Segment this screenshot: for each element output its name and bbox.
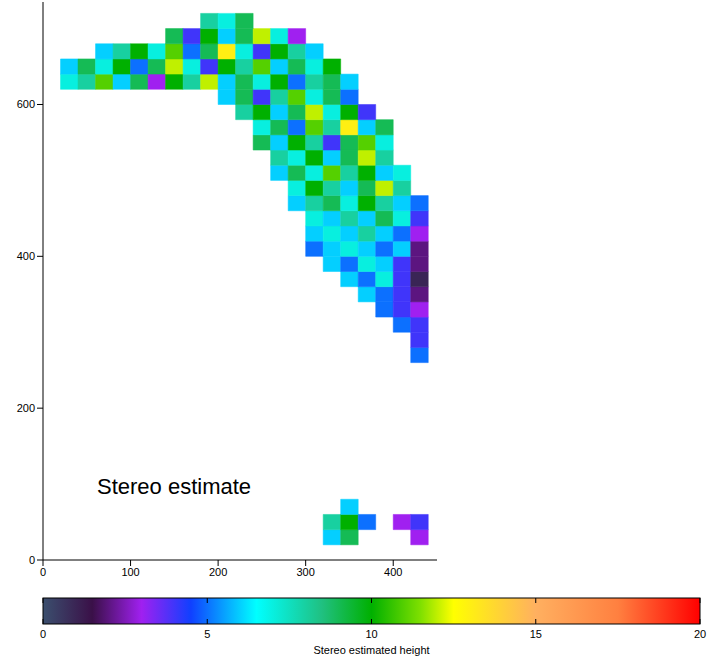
svg-text:0: 0: [40, 628, 46, 640]
svg-text:400: 400: [17, 250, 35, 262]
svg-text:Stereo estimated height: Stereo estimated height: [313, 644, 429, 656]
svg-text:400: 400: [384, 566, 402, 578]
html-text:Stereo estimate: Stereo estimate: [97, 474, 252, 499]
svg-text:200: 200: [209, 566, 227, 578]
svg-text:10: 10: [365, 628, 377, 640]
svg-text:300: 300: [296, 566, 314, 578]
svg-text:100: 100: [121, 566, 139, 578]
svg-text:15: 15: [530, 628, 542, 640]
svg-text:20: 20: [694, 628, 706, 640]
svg-text:0: 0: [40, 566, 46, 578]
svg-text:5: 5: [204, 628, 210, 640]
svg-text:600: 600: [17, 98, 35, 110]
svg-text:200: 200: [17, 402, 35, 414]
svg-text:0: 0: [29, 554, 35, 566]
